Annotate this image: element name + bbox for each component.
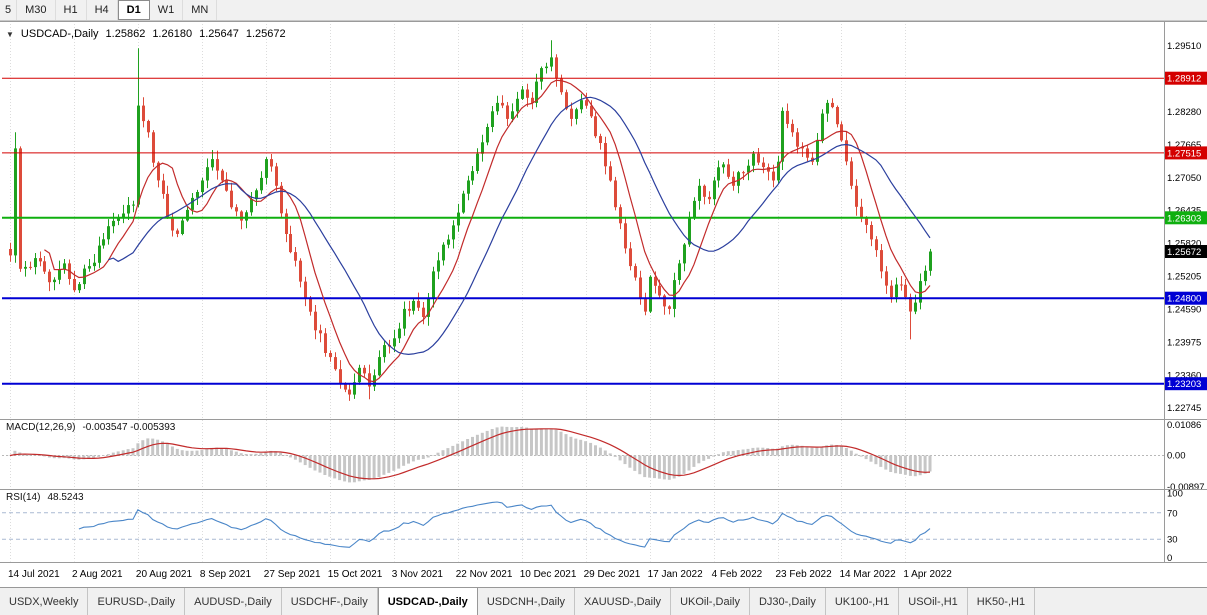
svg-text:2 Aug 2021: 2 Aug 2021 (72, 569, 123, 580)
svg-text:-0.00897: -0.00897 (1167, 482, 1205, 493)
svg-text:1.27665: 1.27665 (1167, 140, 1201, 151)
svg-text:14 Jul 2021: 14 Jul 2021 (8, 569, 60, 580)
svg-text:1.29510: 1.29510 (1167, 41, 1201, 52)
svg-text:10 Dec 2021: 10 Dec 2021 (520, 569, 577, 580)
timeframe-w1-button[interactable]: W1 (150, 0, 184, 20)
svg-text:1.25820: 1.25820 (1167, 239, 1201, 250)
tab-usdcad-daily[interactable]: USDCAD-,Daily (377, 588, 478, 615)
price-chart-canvas[interactable]: 1.29510 1.28280 1.27665 1.27050 1.26435 1.258… (0, 21, 1207, 587)
timeframe-mn-button[interactable]: MN (183, 0, 218, 20)
svg-text:1.25205: 1.25205 (1167, 272, 1201, 283)
timeframe-m5-button[interactable]: 5 (0, 0, 18, 20)
svg-text:0.00: 0.00 (1167, 451, 1186, 462)
timeframe-d1-button[interactable]: D1 (117, 0, 150, 20)
svg-text:27 Sep 2021: 27 Sep 2021 (264, 569, 321, 580)
svg-text:1.27515: 1.27515 (1167, 148, 1201, 159)
tab-usdchf-daily[interactable]: USDCHF-,Daily (282, 588, 378, 615)
candlestick-series (9, 40, 932, 401)
svg-text:1.27050: 1.27050 (1167, 173, 1201, 184)
timeframe-m30-button[interactable]: M30 (17, 0, 56, 20)
svg-text:1.23975: 1.23975 (1167, 337, 1201, 348)
price-badge-1.25672 (1165, 245, 1207, 258)
rsi-line (78, 501, 931, 548)
tab-usdcnh-daily[interactable]: USDCNH-,Daily (478, 588, 576, 615)
chart-tab-bar: USDX,Weekly EURUSD-,Daily AUDUSD-,Daily … (0, 587, 1207, 615)
svg-text:4 Feb 2022: 4 Feb 2022 (712, 569, 763, 580)
tab-dj30-daily[interactable]: DJ30-,Daily (750, 588, 826, 615)
svg-text:1.28280: 1.28280 (1167, 107, 1201, 118)
svg-text:8 Sep 2021: 8 Sep 2021 (200, 569, 252, 580)
svg-text:1.26435: 1.26435 (1167, 206, 1201, 217)
svg-text:0: 0 (1167, 553, 1172, 564)
tab-uk100-h1[interactable]: UK100-,H1 (826, 588, 900, 615)
svg-text:29 Dec 2021: 29 Dec 2021 (584, 569, 641, 580)
svg-text:0.01086: 0.01086 (1167, 420, 1201, 431)
svg-text:1.24590: 1.24590 (1167, 304, 1201, 315)
svg-text:15 Oct 2021: 15 Oct 2021 (328, 569, 383, 580)
svg-text:23 Feb 2022: 23 Feb 2022 (776, 569, 833, 580)
timeframe-h1-button[interactable]: H1 (56, 0, 87, 20)
tab-usdx-weekly[interactable]: USDX,Weekly (0, 588, 89, 615)
price-badge-1.28912 (1165, 71, 1207, 85)
timeframe-h4-button[interactable]: H4 (87, 0, 118, 20)
panel-separators (0, 21, 1207, 563)
macd-axis[interactable]: 0.01086 0.00 -0.00897 (1167, 420, 1205, 493)
grid-lines (10, 21, 906, 562)
tab-xauusd-daily[interactable]: XAUUSD-,Daily (575, 588, 672, 615)
svg-text:1.23360: 1.23360 (1167, 370, 1201, 381)
price-badge-1.27515 (1165, 146, 1207, 160)
svg-text:1.24800: 1.24800 (1167, 294, 1201, 305)
svg-text:14 Mar 2022: 14 Mar 2022 (840, 569, 897, 580)
svg-text:70: 70 (1167, 508, 1178, 519)
svg-text:1.26303: 1.26303 (1167, 213, 1201, 224)
macd-signal-line (9, 428, 931, 480)
svg-text:1.23203: 1.23203 (1167, 379, 1201, 390)
svg-text:17 Jan 2022: 17 Jan 2022 (648, 569, 703, 580)
price-badge-1.24800 (1165, 291, 1207, 305)
svg-text:1.22745: 1.22745 (1167, 403, 1201, 414)
tab-ukoil-daily[interactable]: UKOil-,Daily (671, 588, 750, 615)
price-badge-1.26303 (1165, 211, 1207, 225)
time-axis[interactable]: 14 Jul 2021 2 Aug 2021 20 Aug 2021 8 Sep 20… (8, 569, 952, 580)
tab-usoil-h1[interactable]: USOil-,H1 (899, 588, 968, 615)
timeframe-toolbar: 5 M30 H1 H4 D1 W1 MN (0, 0, 1207, 21)
price-axis[interactable]: 1.29510 1.28280 1.27665 1.27050 1.26435 1.258… (1165, 41, 1207, 414)
moving-average-8 (44, 79, 931, 383)
tab-eurusd-daily[interactable]: EURUSD-,Daily (88, 588, 186, 615)
svg-text:30: 30 (1167, 535, 1178, 546)
svg-text:1.28912: 1.28912 (1167, 74, 1201, 85)
moving-average-21 (108, 96, 931, 356)
tab-audusd-daily[interactable]: AUDUSD-,Daily (185, 588, 282, 615)
svg-text:3 Nov 2021: 3 Nov 2021 (392, 569, 444, 580)
svg-text:100: 100 (1167, 489, 1183, 500)
svg-text:1.25672: 1.25672 (1167, 247, 1201, 258)
chart-background (0, 21, 1207, 587)
rsi-axis[interactable]: 100 70 30 0 (1167, 489, 1183, 565)
tab-hk50-h1[interactable]: HK50-,H1 (968, 588, 1036, 615)
svg-text:20 Aug 2021: 20 Aug 2021 (136, 569, 193, 580)
svg-text:22 Nov 2021: 22 Nov 2021 (456, 569, 513, 580)
svg-text:1 Apr 2022: 1 Apr 2022 (903, 569, 952, 580)
price-badge-1.23203 (1165, 377, 1207, 391)
